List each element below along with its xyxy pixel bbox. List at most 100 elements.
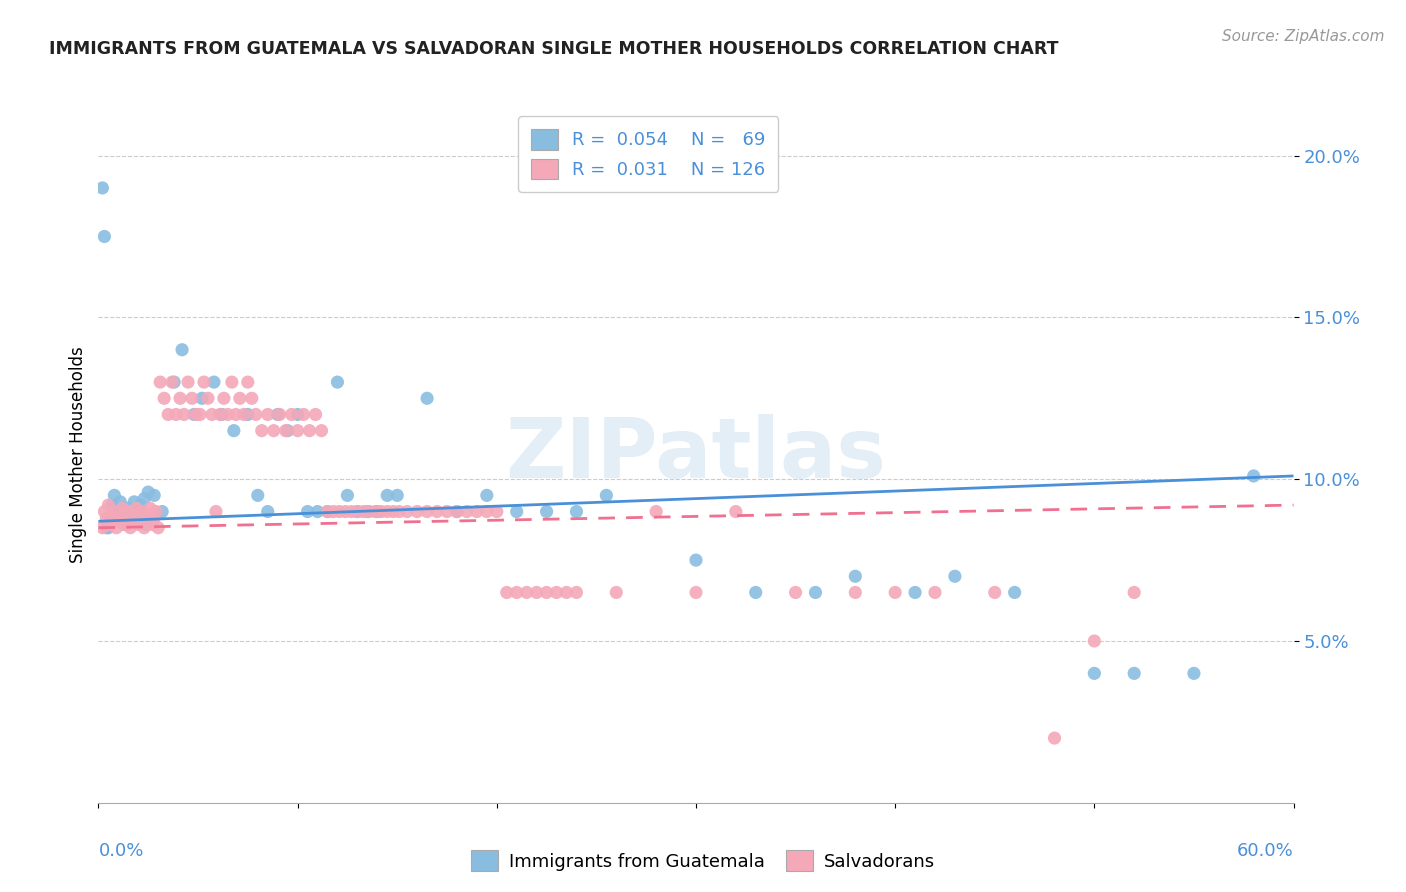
Point <box>143 511 166 525</box>
Point <box>745 585 768 599</box>
Point <box>304 408 326 422</box>
Point <box>256 408 278 422</box>
Point <box>366 504 388 518</box>
Point <box>129 498 152 512</box>
Point <box>388 504 411 518</box>
Point <box>984 585 1007 599</box>
Point <box>364 504 387 518</box>
Text: IMMIGRANTS FROM GUATEMALA VS SALVADORAN SINGLE MOTHER HOUSEHOLDS CORRELATION CHA: IMMIGRANTS FROM GUATEMALA VS SALVADORAN … <box>49 40 1059 58</box>
Point <box>322 504 344 518</box>
Point <box>221 375 243 389</box>
Point <box>110 508 132 522</box>
Point <box>316 504 339 518</box>
Point <box>127 504 149 518</box>
Point <box>844 569 866 583</box>
Point <box>177 375 200 389</box>
Point <box>311 424 333 438</box>
Y-axis label: Single Mother Households: Single Mother Households <box>69 347 87 563</box>
Point <box>134 521 156 535</box>
Point <box>277 424 299 438</box>
Point <box>222 424 245 438</box>
Point <box>136 485 159 500</box>
Point <box>555 585 578 599</box>
Point <box>181 392 204 406</box>
Point <box>172 343 194 357</box>
Point <box>396 504 419 518</box>
Point <box>506 585 529 599</box>
Point <box>844 585 866 599</box>
Point <box>120 521 142 535</box>
Point <box>904 585 927 599</box>
Point <box>236 375 259 389</box>
Point <box>292 408 315 422</box>
Point <box>93 229 115 244</box>
Point <box>645 504 668 518</box>
Point <box>516 585 538 599</box>
Point <box>117 504 139 518</box>
Text: ZIPatlas: ZIPatlas <box>506 415 886 495</box>
Point <box>229 392 252 406</box>
Point <box>150 504 173 518</box>
Point <box>134 491 156 506</box>
Point <box>446 504 468 518</box>
Point <box>236 408 259 422</box>
Point <box>131 511 153 525</box>
Point <box>101 498 124 512</box>
Point <box>188 408 211 422</box>
Point <box>117 501 139 516</box>
Point <box>385 488 409 502</box>
Point <box>145 504 167 518</box>
Point <box>120 508 142 522</box>
Point <box>160 375 183 389</box>
Point <box>97 498 120 512</box>
Point <box>112 517 135 532</box>
Point <box>1243 469 1265 483</box>
Point <box>112 517 135 532</box>
Point <box>685 585 707 599</box>
Point <box>111 501 134 516</box>
Point <box>211 408 233 422</box>
Point <box>475 488 498 502</box>
Point <box>1004 585 1026 599</box>
Point <box>193 375 215 389</box>
Point <box>446 504 468 518</box>
Point <box>485 504 508 518</box>
Point <box>141 517 163 532</box>
Point <box>375 504 398 518</box>
Point <box>205 504 228 518</box>
Point <box>326 375 349 389</box>
Point <box>595 488 617 502</box>
Point <box>217 408 239 422</box>
Point <box>1123 666 1146 681</box>
Point <box>356 504 378 518</box>
Point <box>370 504 392 518</box>
Point <box>101 511 124 525</box>
Point <box>105 504 128 518</box>
Point <box>191 392 214 406</box>
Point <box>121 511 143 525</box>
Point <box>98 517 122 532</box>
Legend: R =  0.054    N =   69, R =  0.031    N = 126: R = 0.054 N = 69, R = 0.031 N = 126 <box>517 116 779 192</box>
Point <box>426 504 449 518</box>
Point <box>506 504 529 518</box>
Point <box>96 511 118 525</box>
Point <box>274 424 297 438</box>
Point <box>163 375 186 389</box>
Point <box>96 521 118 535</box>
Point <box>256 504 278 518</box>
Point <box>495 585 517 599</box>
Point <box>1182 666 1205 681</box>
Point <box>183 408 205 422</box>
Point <box>105 521 128 535</box>
Point <box>328 504 350 518</box>
Point <box>107 514 129 528</box>
Point <box>157 408 180 422</box>
Point <box>382 504 405 518</box>
Point <box>124 508 146 522</box>
Point <box>97 521 120 535</box>
Point <box>129 511 152 525</box>
Point <box>149 375 172 389</box>
Point <box>475 504 498 518</box>
Point <box>287 424 309 438</box>
Point <box>298 424 321 438</box>
